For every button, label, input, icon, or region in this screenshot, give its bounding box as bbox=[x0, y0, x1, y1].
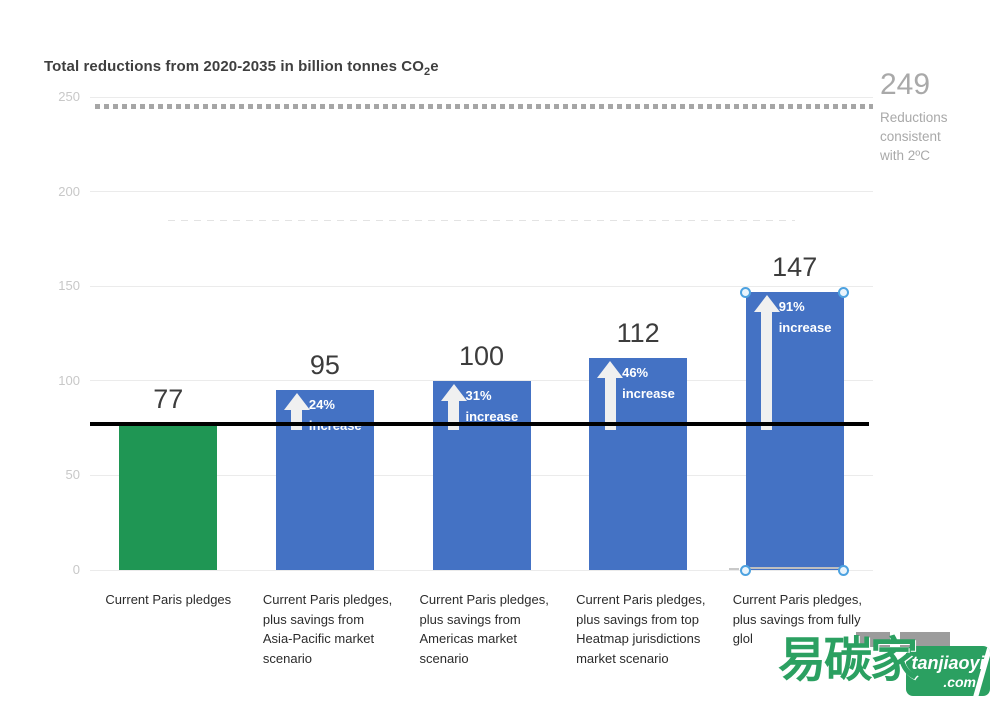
selection-handle[interactable] bbox=[740, 286, 752, 298]
watermark-cjk-text: 易碳家 bbox=[778, 634, 918, 687]
bar-category-label: Current Paris pledges, plus savings from … bbox=[732, 592, 863, 646]
increase-arrow bbox=[753, 295, 780, 431]
increase-label: 46% increase bbox=[622, 365, 675, 402]
bar[interactable] bbox=[119, 424, 218, 570]
y-tick-label: 0 bbox=[72, 562, 80, 577]
bar-category-label: Current Paris pledges, plus savings from … bbox=[576, 592, 706, 666]
target-annotation-text: Reductions consistent with 2ºC bbox=[880, 110, 948, 163]
increase-arrow bbox=[597, 361, 624, 431]
increase-label: 31% increase bbox=[465, 387, 519, 424]
increase-label: 24% increase bbox=[308, 397, 362, 433]
watermark-badge: tanjiaoyi .com bbox=[906, 646, 990, 696]
gridline bbox=[90, 285, 873, 287]
bar-category-label: Current Paris pledges, plus savings from A… bbox=[419, 592, 549, 666]
gridline bbox=[90, 191, 873, 193]
y-tick-label: 100 bbox=[58, 372, 80, 388]
watermark-gray-accent bbox=[856, 632, 890, 647]
y-tick-label: 250 bbox=[58, 89, 80, 105]
arrow-shaft bbox=[604, 378, 616, 431]
bar-value-label: 77 bbox=[153, 384, 184, 415]
chart-title-subscript: 2 bbox=[424, 66, 431, 78]
arrow-head-icon bbox=[597, 361, 624, 379]
bar-value-label: 100 bbox=[458, 340, 505, 371]
reference-line-baseline-77 bbox=[90, 422, 869, 427]
arrow-shaft bbox=[448, 400, 459, 431]
chart-title-prefix: Total reductions from 2020-2035 in billi… bbox=[44, 58, 424, 75]
arrow-head-icon bbox=[440, 383, 467, 401]
selection-handle[interactable] bbox=[838, 286, 850, 298]
tanjiaoyi-watermark-logo: 易碳家 tanjiaoyi .com bbox=[778, 628, 992, 701]
bar-value-label: 112 bbox=[616, 318, 660, 349]
selection-handle[interactable] bbox=[740, 564, 752, 576]
increase-label: 91% increase bbox=[778, 299, 832, 336]
y-tick-label: 50 bbox=[65, 467, 80, 483]
increase-arrow bbox=[440, 383, 467, 431]
chart-title-suffix: e bbox=[430, 58, 439, 75]
target-annotation-value: 249 bbox=[880, 68, 931, 101]
y-tick-label: 150 bbox=[58, 278, 80, 294]
bar-value-label: 95 bbox=[309, 350, 340, 381]
watermark-tld: .com bbox=[943, 674, 976, 690]
arrow-shaft bbox=[761, 312, 773, 431]
arrow-head-icon bbox=[283, 393, 310, 411]
reference-line-2c-target bbox=[95, 104, 873, 110]
increase-arrow bbox=[283, 393, 310, 431]
selection-underline bbox=[745, 567, 844, 569]
target-annotation: 249 Reductions consistent with 2ºC bbox=[880, 68, 948, 165]
y-tick-label: 200 bbox=[58, 183, 80, 199]
watermark-gray-accent bbox=[900, 632, 950, 647]
arrow-shaft bbox=[291, 410, 303, 431]
chart-title: Total reductions from 2020-2035 in billi… bbox=[44, 58, 439, 78]
bar-value-label: 147 bbox=[772, 252, 818, 283]
gridline bbox=[90, 96, 873, 98]
selection-tick-dash bbox=[728, 568, 739, 570]
reference-line-faint bbox=[168, 220, 795, 222]
selection-handle[interactable] bbox=[838, 564, 850, 576]
bar-category-label: Current Paris pledges bbox=[105, 592, 232, 607]
gridline bbox=[90, 569, 873, 571]
bar-category-label: Current Paris pledges, plus savings from A… bbox=[262, 592, 393, 666]
arrow-head-icon bbox=[753, 295, 780, 313]
watermark-site-name: tanjiaoyi bbox=[911, 653, 985, 673]
